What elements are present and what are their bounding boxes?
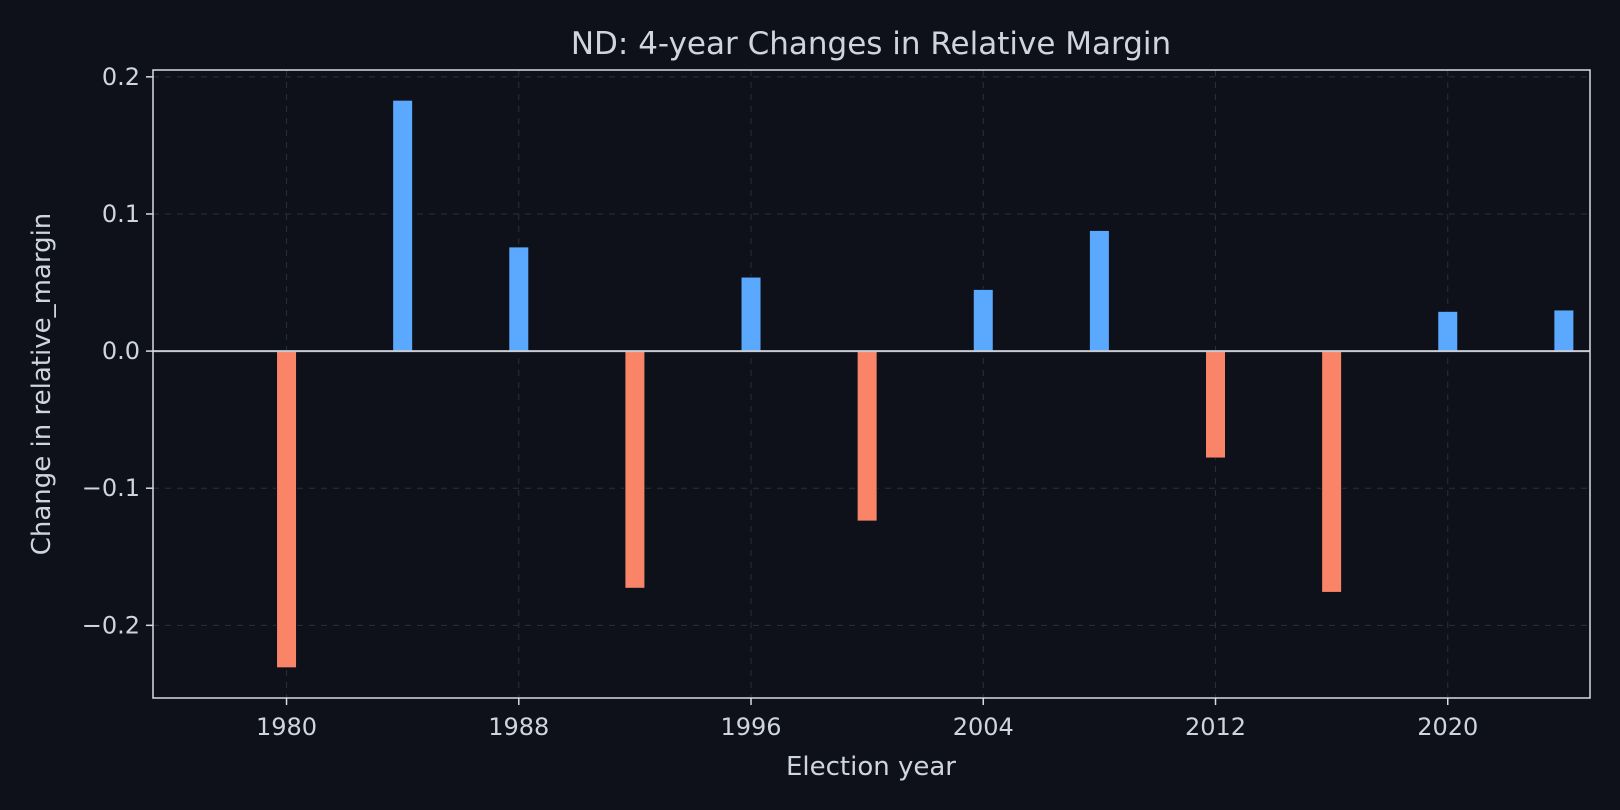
y-tick-label: −0.2 (82, 611, 140, 639)
chart-title: ND: 4-year Changes in Relative Margin (571, 26, 1171, 62)
bar-2024 (1553, 309, 1575, 352)
x-tick-label: 1996 (720, 713, 781, 741)
x-tick-label: 2012 (1185, 713, 1246, 741)
x-tick-label: 2004 (953, 713, 1014, 741)
bar-1992 (624, 350, 646, 589)
y-tick-label: 0.0 (102, 337, 140, 365)
bar-2020 (1437, 310, 1459, 352)
x-tick-label: 1980 (256, 713, 317, 741)
y-axis-title: Change in relative_margin (27, 213, 57, 556)
bar-2008 (1088, 229, 1110, 352)
x-axis: 1980 1988 1996 2004 2012 2020 (256, 698, 1478, 741)
bar-1988 (508, 246, 530, 352)
y-tick-label: −0.1 (82, 474, 140, 502)
bar-1996 (740, 276, 762, 352)
plot-frame (152, 69, 1591, 699)
bar-2004 (972, 288, 994, 352)
bar-2000 (856, 350, 878, 522)
y-tick-label: 0.1 (102, 200, 140, 228)
y-tick-label: 0.2 (102, 63, 140, 91)
bar-1980 (276, 350, 298, 669)
x-tick-label: 1988 (488, 713, 549, 741)
x-axis-title: Election year (786, 752, 956, 782)
x-tick-label: 2020 (1417, 713, 1478, 741)
bar-2016 (1321, 350, 1343, 593)
bar-1984 (392, 99, 414, 352)
bar-2012 (1205, 350, 1227, 459)
y-axis: −0.2 −0.1 0.0 0.1 0.2 (82, 63, 153, 639)
